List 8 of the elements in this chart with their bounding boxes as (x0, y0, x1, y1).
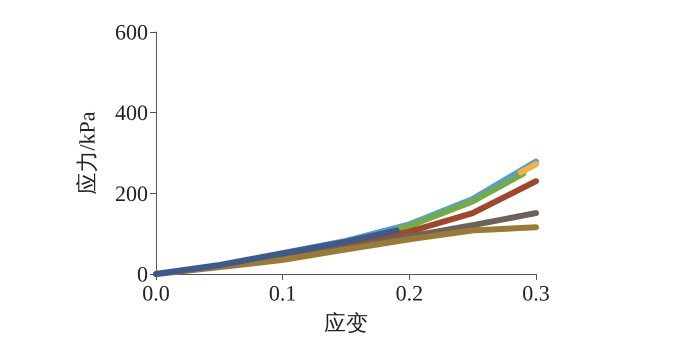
y-tick-label: 200 (115, 180, 148, 206)
x-tick-label: 0.2 (396, 280, 424, 306)
y-axis-title: 应力/kPa (74, 111, 100, 195)
y-tick-label: 600 (115, 20, 148, 44)
x-tick-label: 0.1 (268, 280, 296, 306)
x-axis-title: 应变 (324, 310, 368, 336)
y-tick-label: 400 (115, 100, 148, 126)
x-tick-label: 0.3 (522, 280, 550, 306)
